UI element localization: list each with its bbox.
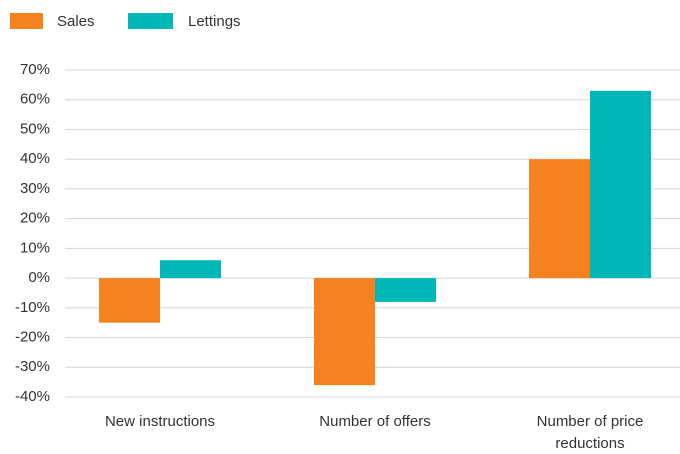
x-tick-label: Number of offers — [319, 413, 431, 430]
y-tick-label: 10% — [20, 239, 50, 256]
bar — [375, 278, 436, 302]
y-tick-label: 30% — [20, 180, 50, 197]
x-tick-label: New instructions — [104, 413, 216, 430]
y-tick-label: -30% — [15, 358, 50, 375]
y-tick-label: 40% — [20, 150, 50, 167]
bar — [590, 90, 651, 279]
y-tick-label: 20% — [20, 210, 50, 227]
bar — [314, 278, 375, 386]
bar — [160, 260, 221, 279]
legend-label: Lettings — [188, 13, 241, 30]
y-tick-label: -40% — [15, 388, 50, 405]
bar — [529, 159, 590, 279]
x-tick-label: Number of price reductions — [536, 413, 644, 452]
legend-swatch — [128, 13, 173, 29]
legend-label: Sales — [57, 13, 95, 30]
bar — [99, 278, 160, 323]
y-tick-label: -20% — [15, 329, 50, 346]
y-tick-label: -10% — [15, 299, 50, 316]
y-tick-label: 50% — [20, 120, 50, 137]
legend-swatch — [10, 13, 43, 29]
y-tick-label: 60% — [20, 91, 50, 108]
y-tick-label: 70% — [20, 61, 50, 78]
y-tick-label: 0% — [28, 269, 50, 286]
